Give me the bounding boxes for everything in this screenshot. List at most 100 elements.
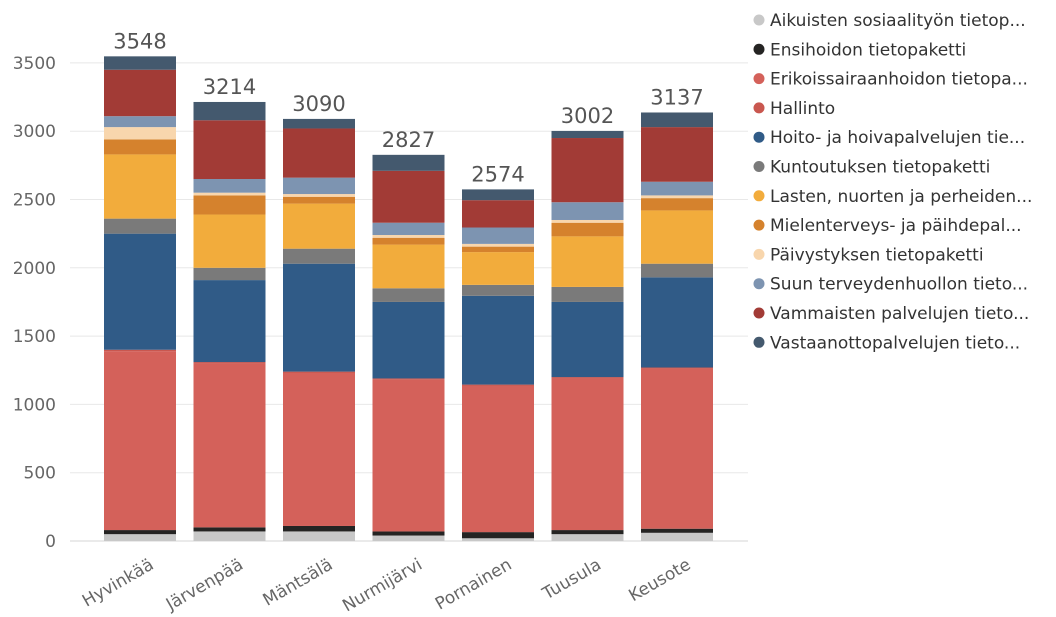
y-tick-label: 2000 bbox=[13, 259, 56, 279]
legend-marker bbox=[753, 43, 765, 55]
y-tick-label: 3000 bbox=[13, 122, 56, 142]
bar-segment bbox=[462, 295, 534, 385]
x-category-label: Nurmijärvi bbox=[339, 555, 426, 617]
bar-segment bbox=[551, 534, 624, 541]
bar-segment bbox=[641, 195, 713, 199]
bar-segment bbox=[283, 203, 355, 249]
legend: Aikuisten sosiaalityön tietop... Ensihoid… bbox=[753, 11, 1032, 353]
bar-segment bbox=[372, 170, 445, 223]
bar-segment bbox=[193, 195, 266, 215]
y-tick-label: 1500 bbox=[13, 327, 56, 347]
bar-segment bbox=[193, 267, 266, 281]
bar-segment bbox=[641, 112, 713, 128]
bar-segment bbox=[462, 246, 534, 253]
x-category-label: Pornainen bbox=[432, 555, 515, 615]
bar-segment bbox=[104, 233, 176, 350]
bar-total-label: 2574 bbox=[471, 162, 524, 186]
bar-total-label: 3090 bbox=[292, 92, 345, 116]
bar-segment bbox=[283, 248, 355, 264]
legend-label: Ensihoidon tietopaketti bbox=[770, 40, 966, 60]
bar-segment bbox=[641, 528, 713, 533]
bar-total-label: 3002 bbox=[561, 104, 614, 128]
bar-segment bbox=[462, 189, 534, 201]
legend-marker bbox=[753, 161, 765, 172]
bar-segment bbox=[283, 372, 355, 526]
bar-segment bbox=[283, 371, 355, 373]
bar-segment bbox=[283, 128, 355, 178]
bar-total-label: 3214 bbox=[203, 75, 256, 99]
bar-segment bbox=[193, 362, 266, 364]
bar-segment bbox=[283, 196, 355, 204]
bar-segment bbox=[462, 243, 534, 247]
legend-marker bbox=[753, 73, 765, 85]
x-axis: Hyvinkää Järvenpää Mäntsälä Nurmijärvi Porna… bbox=[79, 555, 694, 617]
legend-marker bbox=[753, 219, 765, 231]
legend-label: Mielenterveys- ja päihdepal... bbox=[770, 216, 1022, 236]
legend-marker bbox=[753, 190, 765, 202]
legend-label: Päivystyksen tietopaketti bbox=[770, 245, 984, 265]
bar-segment bbox=[641, 277, 713, 368]
bar-segment bbox=[551, 286, 624, 302]
bar-segment bbox=[641, 532, 713, 541]
bar-segment bbox=[193, 214, 266, 268]
bar-segment bbox=[193, 192, 266, 196]
bar-segment bbox=[372, 535, 445, 541]
total-labels: 3548 3214 3090 2827 2574 3002 3137 bbox=[113, 29, 703, 186]
x-category-label: Mäntsälä bbox=[260, 555, 337, 611]
y-tick-label: 3500 bbox=[13, 54, 56, 74]
bar-segment bbox=[193, 527, 266, 532]
bar-segment bbox=[551, 301, 624, 378]
bar-segment bbox=[462, 200, 534, 228]
x-category-label: Järvenpää bbox=[162, 555, 247, 615]
bar-segment bbox=[462, 227, 534, 244]
bar-segment bbox=[372, 379, 445, 532]
bar-segment bbox=[551, 138, 624, 203]
bar-segment bbox=[551, 377, 624, 379]
bar-segment bbox=[372, 378, 445, 380]
bar-segment bbox=[462, 252, 534, 285]
legend-marker bbox=[753, 278, 765, 290]
bar-segment bbox=[193, 179, 266, 193]
bar-segment bbox=[641, 198, 713, 211]
legend-marker bbox=[753, 14, 765, 26]
legend-label: Aikuisten sosiaalityön tietop... bbox=[770, 11, 1026, 31]
bar-segment bbox=[104, 534, 176, 541]
bar-segment bbox=[641, 367, 713, 369]
bar-segment bbox=[104, 127, 176, 140]
bar-segment bbox=[551, 236, 624, 287]
bar-segment bbox=[104, 154, 176, 219]
bar-segment bbox=[283, 531, 355, 541]
bar-segment bbox=[462, 284, 534, 296]
bar-segment bbox=[283, 177, 355, 195]
legend-marker bbox=[753, 307, 765, 319]
y-tick-label: 1000 bbox=[13, 395, 56, 415]
bar-segment bbox=[551, 219, 624, 223]
bar-segment bbox=[372, 244, 445, 289]
bar-segment bbox=[372, 154, 445, 171]
bar-segment bbox=[462, 538, 534, 541]
bar-segment bbox=[372, 237, 445, 245]
legend-marker bbox=[753, 131, 765, 143]
bar-segment bbox=[372, 222, 445, 236]
bar-segment bbox=[193, 280, 266, 363]
bar-segment bbox=[372, 288, 445, 302]
bar-segment bbox=[283, 118, 355, 129]
bars bbox=[104, 56, 713, 541]
x-category-label: Hyvinkää bbox=[79, 555, 157, 612]
legend-label: Erikoissairaanhoidon tietopa... bbox=[770, 70, 1028, 90]
y-axis: 0 500 1000 1500 2000 2500 3000 3500 bbox=[13, 54, 56, 552]
bar-segment bbox=[641, 263, 713, 278]
bar-segment bbox=[641, 368, 713, 529]
bar-segment bbox=[104, 349, 176, 352]
bar-segment bbox=[551, 530, 624, 535]
bar-segment bbox=[641, 127, 713, 182]
bar-segment bbox=[193, 120, 266, 180]
x-category-label: Keusote bbox=[625, 555, 694, 606]
y-tick-label: 500 bbox=[24, 464, 56, 484]
bar-segment bbox=[104, 69, 176, 117]
bar-segment bbox=[104, 139, 176, 155]
bar-segment bbox=[104, 56, 176, 70]
bar-segment bbox=[372, 531, 445, 536]
legend-marker bbox=[753, 248, 765, 260]
